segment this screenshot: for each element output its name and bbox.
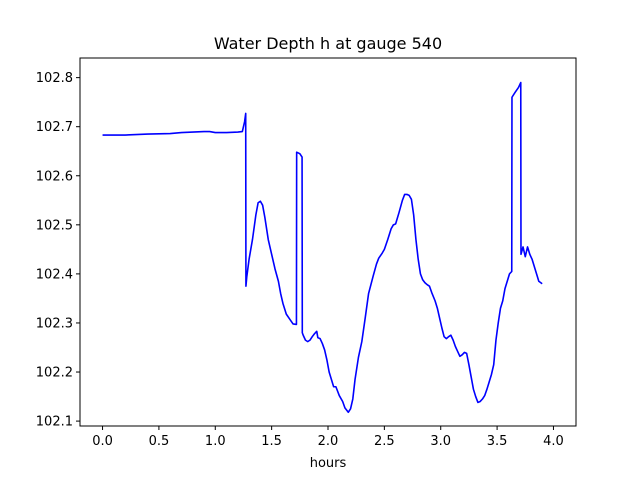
x-tick-label: 1.5 [261, 434, 282, 449]
x-tick-label: 1.0 [205, 434, 226, 449]
plot-area [102, 81, 543, 414]
y-tick-label: 102.1 [36, 415, 73, 430]
x-tick-label: 0.0 [92, 434, 113, 449]
series-line-0 [102, 81, 543, 414]
x-tick-label: 4.0 [543, 434, 564, 449]
x-tick-label: 3.5 [487, 434, 508, 449]
y-tick-label: 102.3 [36, 316, 73, 331]
chart-title: Water Depth h at gauge 540 [214, 34, 442, 53]
y-tick-label: 102.2 [36, 366, 73, 381]
y-tick-label: 102.6 [36, 169, 73, 184]
y-tick-label: 102.5 [36, 218, 73, 233]
y-axis: 102.1 102.2 102.3 102.4 102.5 102.6 102.7 102.8 [36, 71, 80, 430]
y-tick-label: 102.8 [36, 71, 73, 86]
x-axis: 0.0 0.5 1.0 1.5 2.0 2.5 3.0 3.5 4.0 [92, 426, 564, 449]
x-tick-label: 3.0 [430, 434, 451, 449]
x-axis-label: hours [310, 456, 347, 471]
y-tick-label: 102.4 [36, 267, 73, 282]
x-tick-label: 2.0 [318, 434, 339, 449]
x-tick-label: 2.5 [374, 434, 395, 449]
plot-frame [79, 57, 577, 427]
x-tick-label: 0.5 [149, 434, 170, 449]
y-tick-label: 102.7 [36, 120, 73, 135]
